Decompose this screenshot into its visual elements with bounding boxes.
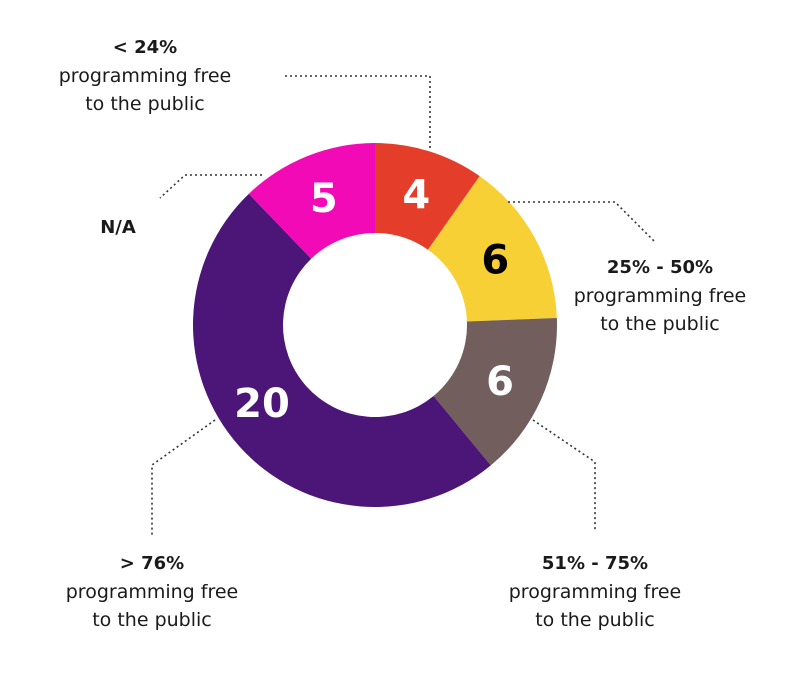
slice-value-4: 5 (310, 176, 338, 222)
leader-line-na (159, 174, 262, 199)
label-lt24: < 24% programming free to the public (59, 34, 232, 118)
label-51-75-line1: programming free (508, 581, 682, 603)
label-lt24-line2: to the public (85, 93, 205, 115)
donut-slice-4 (248, 143, 375, 259)
label-na-title: N/A (100, 217, 136, 238)
slice-value-3: 20 (234, 381, 290, 427)
label-gt76-line2: to the public (92, 609, 212, 631)
label-lt24-line1: programming free (58, 65, 232, 87)
slice-value-1: 6 (481, 238, 509, 284)
label-51-75: 51% - 75% programming free to the public (509, 550, 682, 634)
leader-line-25-50 (508, 201, 656, 243)
label-gt76-line1: programming free (65, 581, 239, 603)
leader-line-gt76 (151, 419, 216, 535)
leader-line-51-75 (532, 419, 596, 532)
donut-slice-1 (427, 176, 557, 322)
slice-value-2: 6 (486, 359, 514, 405)
label-51-75-title: 51% - 75% (541, 553, 649, 574)
label-51-75-line2: to the public (535, 609, 655, 631)
donut-slice-2 (433, 318, 557, 466)
donut-slice-0 (375, 143, 480, 250)
slice-value-0: 4 (402, 172, 430, 218)
label-25-50-line1: programming free (573, 285, 747, 307)
leader-line-lt24 (285, 75, 431, 148)
label-25-50: 25% - 50% programming free to the public (574, 254, 747, 338)
label-gt76: > 76% programming free to the public (66, 550, 239, 634)
label-na: N/A (100, 214, 136, 242)
label-25-50-title: 25% - 50% (606, 257, 714, 278)
label-lt24-title: < 24% (112, 37, 178, 58)
donut-slice-3 (192, 193, 491, 508)
label-gt76-title: > 76% (119, 553, 185, 574)
label-25-50-line2: to the public (600, 313, 720, 335)
